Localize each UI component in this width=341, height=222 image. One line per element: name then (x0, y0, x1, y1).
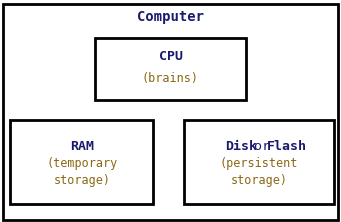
Text: Flash: Flash (267, 140, 307, 153)
Text: CPU: CPU (159, 50, 182, 63)
Text: RAM: RAM (70, 140, 94, 153)
FancyBboxPatch shape (184, 120, 334, 204)
FancyBboxPatch shape (3, 4, 338, 220)
Text: or: or (246, 140, 278, 153)
Text: Disk: Disk (225, 140, 257, 153)
Text: Computer: Computer (137, 10, 204, 24)
FancyBboxPatch shape (95, 38, 246, 100)
Text: (brains): (brains) (142, 72, 199, 85)
Text: (temporary
storage): (temporary storage) (46, 157, 117, 187)
Text: (persistent
storage): (persistent storage) (220, 157, 298, 187)
FancyBboxPatch shape (10, 120, 153, 204)
